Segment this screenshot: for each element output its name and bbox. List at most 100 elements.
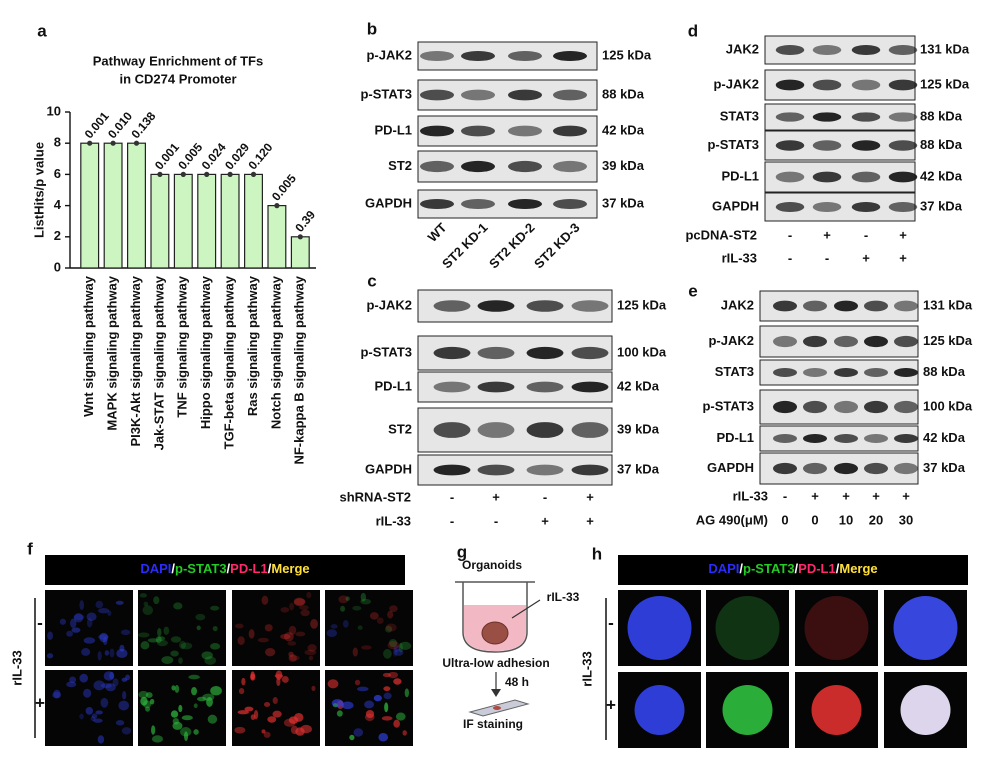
kda-label: 125 kDa — [602, 47, 652, 62]
p-value-label: 0.120 — [246, 140, 276, 172]
cell — [283, 718, 296, 727]
cell — [98, 608, 110, 614]
organoid-stain — [627, 596, 692, 660]
blot-band — [460, 89, 496, 101]
micrograph — [232, 590, 320, 666]
cell — [311, 685, 316, 692]
cell — [119, 644, 125, 652]
protein-label: JAK2 — [726, 41, 759, 56]
blot-band — [851, 201, 881, 213]
cell — [387, 641, 400, 650]
protein-label: p-JAK2 — [366, 297, 412, 312]
cell — [352, 647, 358, 657]
cell — [109, 671, 115, 680]
cell — [310, 619, 319, 629]
cell — [276, 677, 281, 686]
kda-label: 39 kDa — [602, 158, 645, 173]
cell — [343, 620, 349, 628]
blot-band — [460, 50, 496, 62]
blot-band — [833, 368, 859, 377]
cell — [201, 651, 213, 660]
condition-label: rIL-33 — [722, 250, 757, 265]
cell — [250, 671, 255, 680]
blot-band — [833, 400, 859, 414]
y-axis-label: ListHits/p value — [31, 142, 46, 238]
blot-band — [893, 434, 919, 443]
cell — [234, 726, 246, 734]
organoid-stain — [893, 596, 958, 660]
cell — [207, 714, 218, 724]
cell — [257, 637, 269, 643]
protein-label: STAT3 — [715, 364, 754, 379]
blot-band — [888, 112, 918, 122]
cell — [283, 632, 294, 642]
cell — [210, 605, 220, 611]
cell — [398, 642, 403, 653]
blot-band — [775, 112, 805, 122]
cell — [170, 710, 179, 718]
condition-label: rIL-33 — [733, 488, 768, 503]
blot-band — [775, 140, 805, 151]
cell — [153, 596, 160, 605]
cell — [382, 672, 392, 678]
protein-label: GAPDH — [707, 460, 754, 475]
cell — [365, 709, 375, 719]
lane-label: WT — [425, 220, 450, 245]
cell — [163, 626, 170, 635]
cell — [237, 710, 250, 715]
cell — [196, 625, 201, 631]
blot-band — [433, 300, 471, 312]
cell — [59, 618, 67, 625]
row-sign: + — [35, 693, 45, 712]
cell — [171, 685, 176, 691]
kda-label: 131 kDa — [920, 41, 970, 56]
cell — [109, 648, 115, 658]
blot-band — [772, 300, 798, 312]
blot-band — [460, 160, 496, 173]
header-part: PD-L1 — [798, 561, 836, 576]
cell — [178, 704, 183, 713]
cell — [122, 691, 127, 700]
blot-band — [772, 368, 798, 377]
bar-marker — [110, 140, 116, 146]
cell — [393, 678, 402, 685]
blot-band — [571, 381, 609, 393]
header-part: / — [739, 561, 743, 576]
bar-marker — [87, 140, 93, 146]
cell — [332, 703, 338, 708]
organoid-stain — [804, 596, 869, 660]
kda-label: 125 kDa — [923, 333, 973, 348]
cell — [157, 627, 162, 637]
cell — [383, 686, 391, 692]
bar — [80, 142, 100, 269]
blot-band — [893, 368, 919, 377]
cell — [103, 671, 115, 681]
cell — [264, 647, 276, 657]
panel-letter: b — [367, 19, 377, 38]
blot-band — [893, 300, 919, 312]
cell — [360, 598, 372, 605]
cell — [204, 656, 217, 665]
cell — [100, 683, 112, 689]
chart-title: Pathway Enrichment of TFs — [93, 53, 263, 68]
cell — [210, 685, 222, 696]
blot-band — [812, 112, 842, 122]
cell — [393, 648, 398, 657]
cell — [388, 671, 399, 679]
header-part: / — [795, 561, 799, 576]
blot-band — [419, 50, 455, 62]
p-value-label: 0.024 — [199, 140, 229, 172]
y-tick-label: 2 — [54, 228, 61, 243]
cell — [210, 643, 221, 650]
kda-label: 42 kDa — [602, 122, 645, 137]
header-part: PD-L1 — [230, 561, 268, 576]
condition-value: + — [862, 250, 870, 265]
cell — [121, 677, 128, 682]
cell — [349, 734, 355, 741]
cell — [100, 697, 109, 708]
condition-value: - — [450, 513, 454, 528]
cell — [138, 690, 149, 699]
header-bar — [618, 555, 968, 585]
blot-band — [419, 198, 455, 210]
condition-value: 20 — [869, 512, 883, 527]
